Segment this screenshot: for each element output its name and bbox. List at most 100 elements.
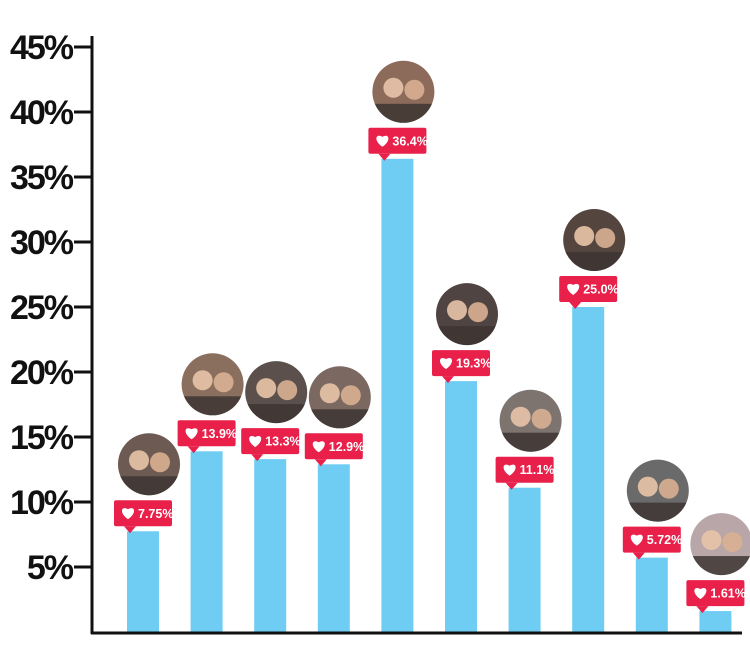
- y-tick-label: 45%: [10, 29, 74, 67]
- heart-icon: [567, 283, 580, 295]
- badge-background: [241, 428, 300, 455]
- heart-icon: [249, 436, 262, 448]
- couple-photo-avatar: [308, 366, 371, 429]
- shoulders: [436, 326, 498, 346]
- data-label-badge: 13.9%: [177, 420, 237, 454]
- avatar-silhouettes: [626, 476, 689, 522]
- avatar-silhouettes: [245, 378, 308, 424]
- heart-icon: [630, 534, 643, 546]
- data-label-badge: 25.0%: [559, 276, 619, 309]
- y-tick-label: 5%: [27, 549, 74, 587]
- couple-photo-avatar: [563, 209, 626, 271]
- couple-photo-avatar: [372, 60, 435, 123]
- heart-icon: [694, 587, 707, 600]
- face-left: [256, 378, 277, 399]
- face-right: [404, 79, 425, 100]
- avatar-silhouettes: [308, 383, 371, 429]
- data-label: 7.75%: [138, 507, 173, 521]
- data-label-badge: 36.4%: [368, 127, 428, 161]
- y-tick-label: 25%: [10, 289, 74, 327]
- data-label: 13.3%: [265, 435, 300, 449]
- badge-background: [368, 127, 427, 154]
- avatar-silhouettes: [181, 370, 244, 416]
- couple-photo-avatar: [626, 459, 689, 522]
- bar: [127, 531, 159, 632]
- face-right: [722, 532, 743, 553]
- y-tick-label: 35%: [10, 159, 74, 197]
- data-label-badge: 7.75%: [114, 500, 173, 534]
- y-tick-label: 15%: [10, 419, 74, 457]
- avatar-silhouettes: [499, 406, 562, 452]
- face-right: [277, 380, 298, 401]
- badge-background: [114, 500, 172, 527]
- face-right: [531, 408, 552, 429]
- shoulders: [690, 556, 750, 576]
- badge-pointer: [378, 153, 391, 161]
- y-tick-label: 20%: [10, 354, 74, 392]
- face-left: [319, 383, 340, 404]
- badge-pointer: [505, 482, 518, 490]
- shoulders: [372, 103, 435, 123]
- couple-photo-avatar: [118, 433, 180, 496]
- avatars: [118, 60, 750, 576]
- heart-icon: [185, 428, 198, 440]
- data-label-badge: 12.9%: [304, 433, 364, 467]
- heart-icon: [376, 135, 389, 147]
- badge-background: [432, 350, 490, 377]
- data-label: 19.3%: [456, 357, 491, 371]
- badge-pointer: [569, 302, 582, 309]
- badge-pointer: [124, 526, 136, 534]
- bar: [254, 459, 287, 632]
- data-labels: 7.75% 13.9% 13.3% 12.9% 36.4% 19.3% 11.1% 25.0%…: [114, 127, 746, 614]
- avatar-silhouettes: [563, 226, 626, 271]
- badge-background: [622, 526, 681, 553]
- badge-background: [304, 433, 363, 460]
- data-label-badge: 19.3%: [432, 350, 491, 384]
- heart-icon: [503, 464, 516, 476]
- badge-pointer: [442, 376, 454, 384]
- badge-pointer: [314, 459, 327, 467]
- data-label-badge: 5.72%: [622, 526, 682, 560]
- shoulders: [245, 404, 308, 424]
- data-label: 25.0%: [583, 283, 618, 297]
- badge-background: [686, 580, 745, 607]
- avatar-silhouettes: [436, 300, 498, 346]
- face-left: [192, 370, 213, 391]
- face-right: [595, 228, 616, 248]
- face-left: [510, 406, 531, 427]
- bar: [635, 557, 668, 632]
- couple-photo-avatar: [245, 361, 308, 424]
- data-label: 5.72%: [647, 533, 682, 547]
- y-tick-label: 40%: [10, 94, 74, 132]
- bar: [317, 464, 350, 632]
- face-left: [447, 300, 467, 321]
- data-label-badge: 11.1%: [495, 456, 554, 490]
- bar: [699, 611, 732, 632]
- bar: [508, 487, 541, 632]
- avatar-silhouettes: [118, 450, 180, 496]
- bar: [572, 307, 605, 632]
- shoulders: [626, 502, 689, 522]
- avatar-silhouettes: [372, 77, 435, 123]
- face-left: [129, 450, 149, 471]
- data-label: 12.9%: [329, 440, 364, 454]
- heart-icon: [121, 508, 135, 520]
- couple-photo-avatar: [181, 353, 244, 416]
- axis-lines: [90, 36, 742, 635]
- data-label: 36.4%: [392, 134, 427, 148]
- badge-pointer: [187, 446, 200, 454]
- shoulders: [308, 409, 371, 429]
- face-left: [637, 476, 658, 497]
- y-tick-label: 10%: [10, 484, 74, 522]
- heart-icon: [312, 441, 325, 453]
- face-right: [150, 452, 170, 473]
- couple-photo-avatar: [690, 513, 750, 576]
- face-left: [574, 226, 595, 246]
- bar: [381, 158, 414, 633]
- badge-pointer: [696, 606, 709, 614]
- face-left: [701, 530, 722, 551]
- face-right: [213, 372, 234, 393]
- couple-photo-avatar: [499, 389, 562, 452]
- face-right: [658, 478, 679, 499]
- badge-pointer: [632, 552, 645, 560]
